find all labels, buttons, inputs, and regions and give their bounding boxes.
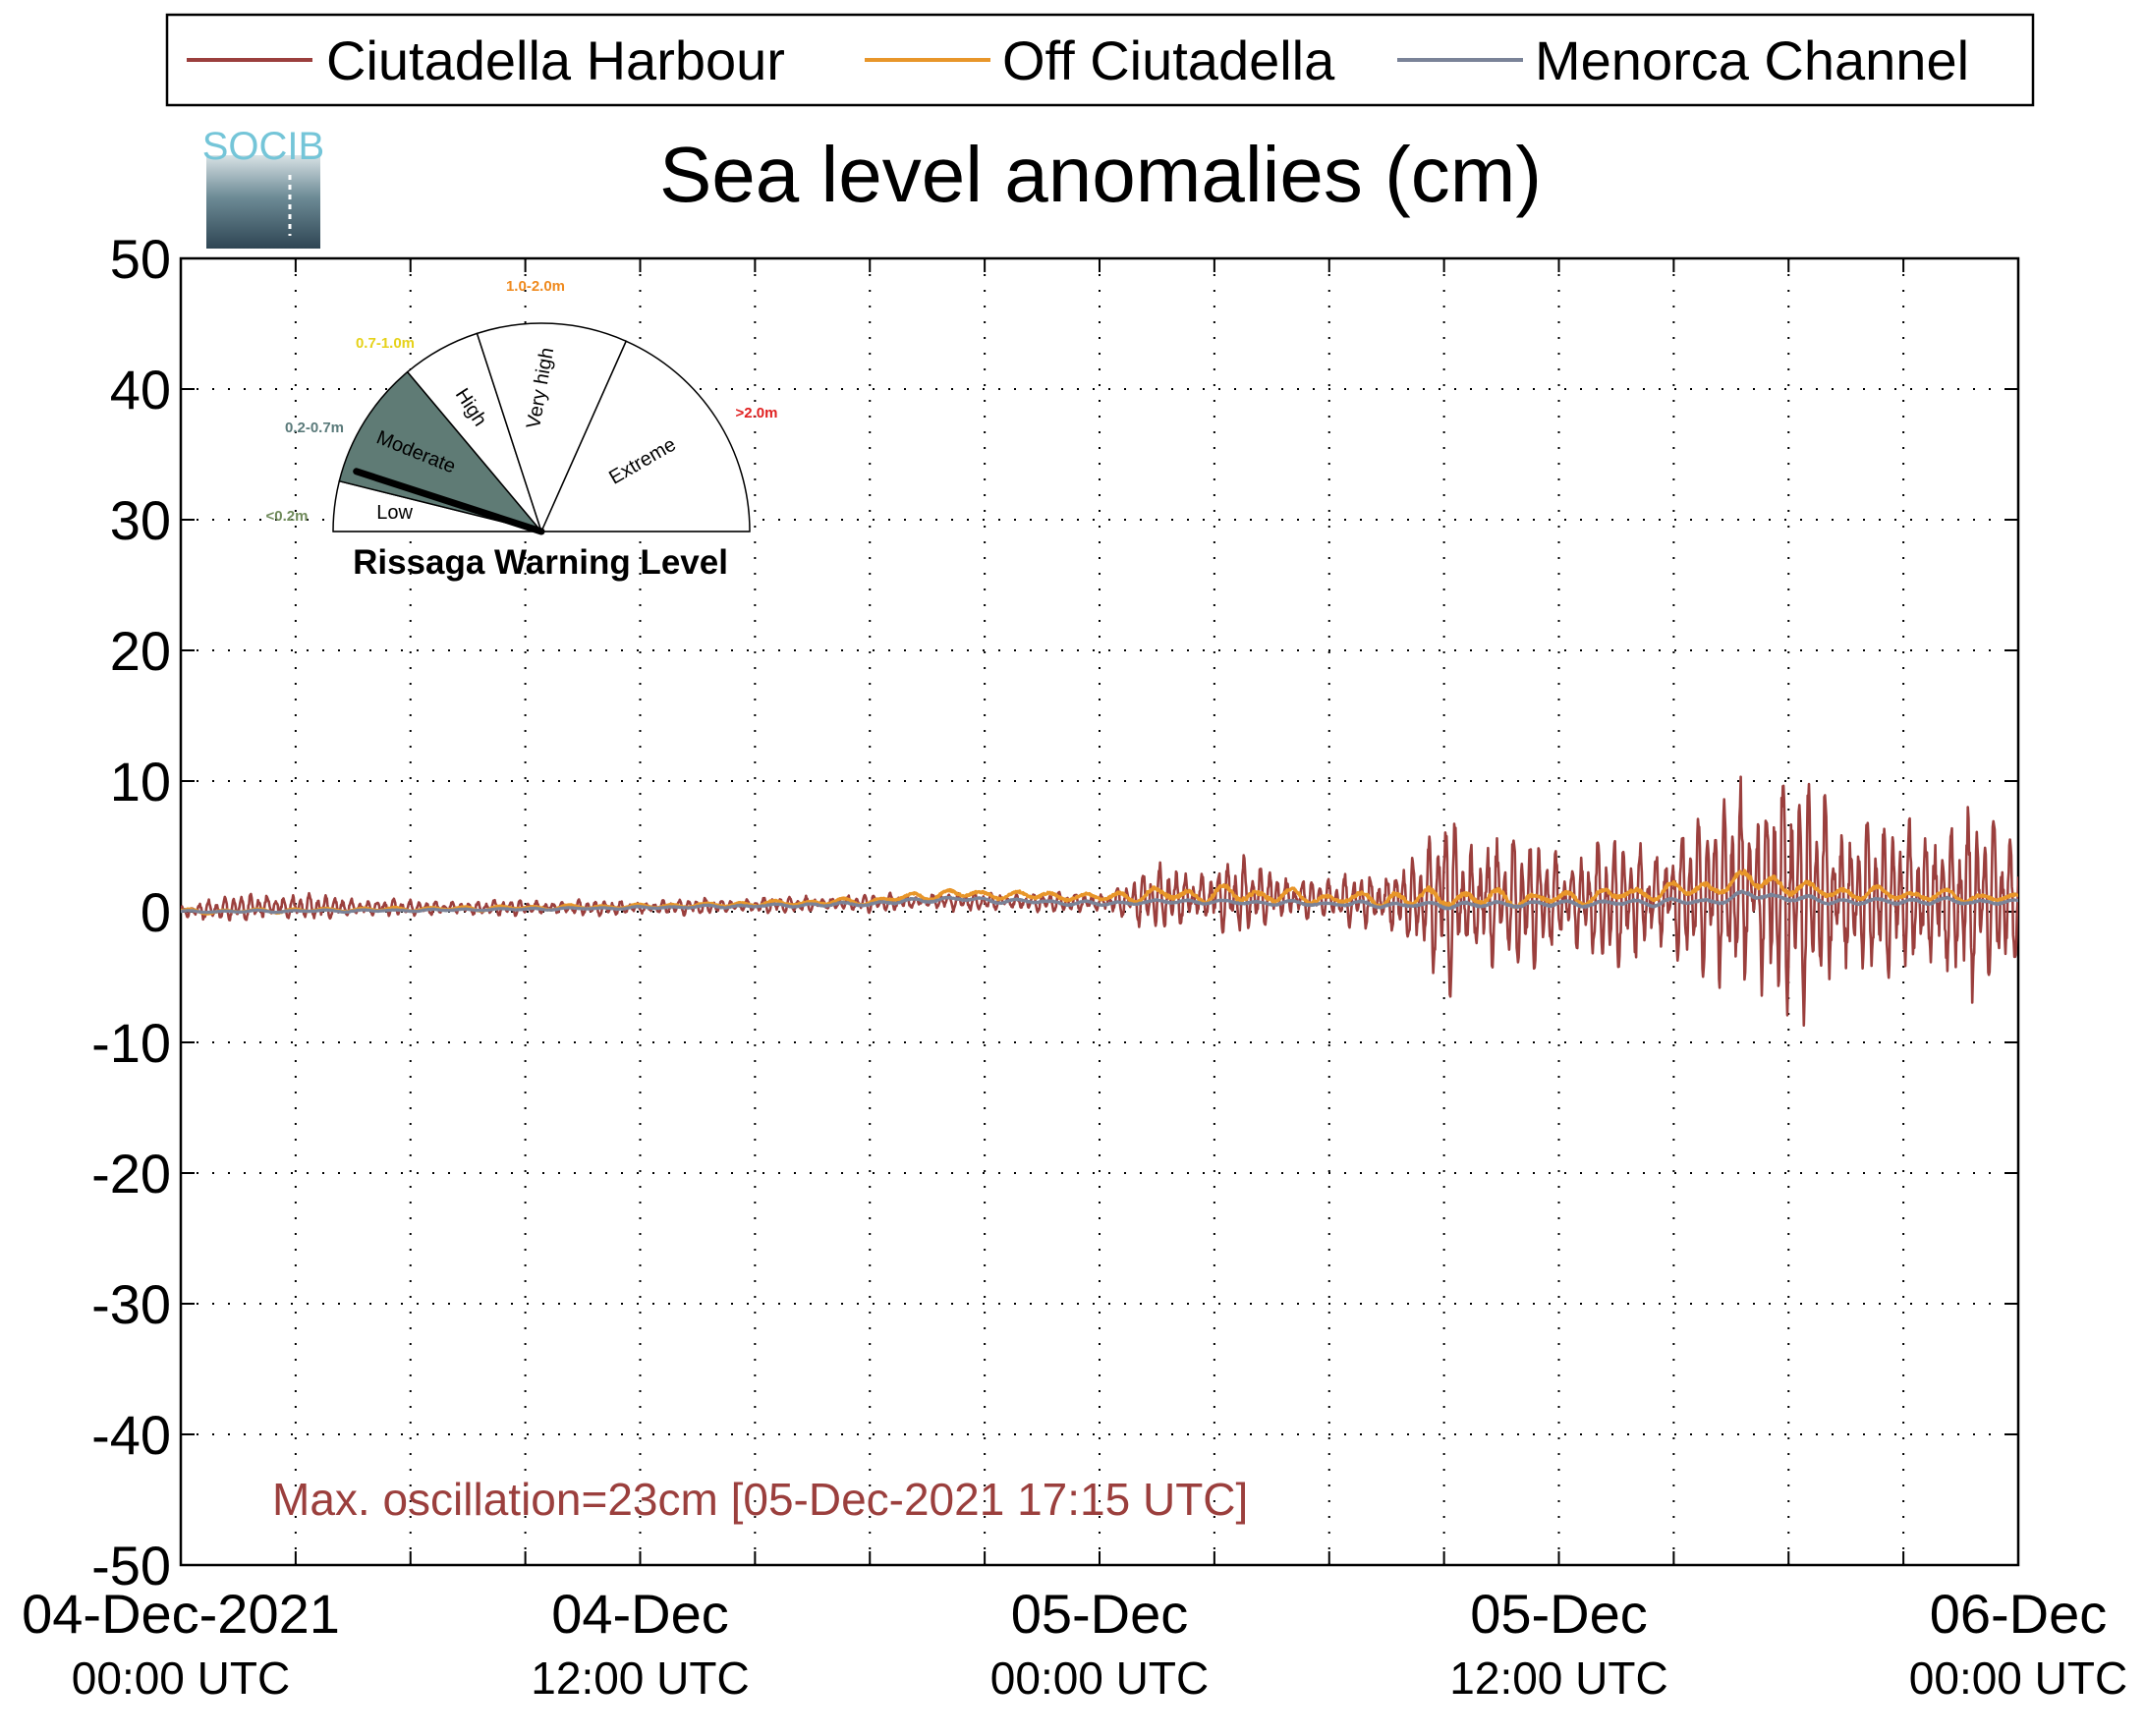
axis-ticks [181,257,2018,1566]
y-tick-label: -40 [91,1404,171,1466]
y-tick-label: 10 [110,751,171,812]
series-line-menorca-channel [181,889,2018,915]
gauge-title: Rissaga Warning Level [353,543,728,582]
legend: Ciutadella Harbour Off Ciutadella Menorc… [165,13,2035,107]
y-tick-label: 20 [110,620,171,682]
x-tick-label-time: 00:00 UTC [990,1652,1209,1704]
gauge-needle [353,468,545,535]
gauge-range-moderate: 0.2-0.7m [285,420,344,436]
legend-label-menorca-channel: Menorca Channel [1535,29,1969,91]
series-line-ciutadella-harbour [181,775,2018,1027]
series-lines [181,775,2018,1027]
x-tick-label-time: 00:00 UTC [1909,1652,2127,1704]
max-oscillation-annotation: Max. oscillation=23cm [05-Dec-2021 17:15… [272,1474,1248,1525]
gauge-range-extreme: >2.0m [736,405,778,421]
gauge-range-high: 0.7-1.0m [356,335,415,352]
logo-gradient-block [206,155,320,249]
x-axis-tick-labels: 04-Dec-2021 00:00 UTC 04-Dec 12:00 UTC 05-De… [22,1583,2127,1704]
x-tick-label-date: 06-Dec [1930,1583,2108,1645]
x-tick-label-date: 04-Dec-2021 [22,1583,340,1645]
chart-title: Sea level anomalies (cm) [659,131,1542,218]
gauge-sector-very-high [476,322,628,534]
y-axis-tick-labels: 50 40 30 20 10 0 -10 -20 -30 -40 -50 [91,228,171,1596]
gauge-range-very-high: 1.0-2.0m [506,278,565,295]
x-tick-label-time: 12:00 UTC [1449,1652,1667,1704]
x-tick-label-date: 05-Dec [1470,1583,1648,1645]
socib-logo: SOCIB [202,125,324,249]
y-tick-label: -30 [91,1273,171,1335]
gauge-sector-extreme [539,340,751,532]
x-tick-label-time: 12:00 UTC [531,1652,749,1704]
legend-box [165,13,2035,107]
y-tick-label: -20 [91,1143,171,1204]
y-tick-label: -10 [91,1012,171,1074]
x-tick-label-date: 04-Dec [551,1583,729,1645]
gauge-sector-moderate [338,370,544,533]
gauge-label-low: Low [376,502,413,524]
y-tick-label: -50 [91,1535,171,1596]
x-tick-label-time: 00:00 UTC [72,1652,290,1704]
gauge-range-low: <0.2m [266,508,309,525]
y-tick-label: 0 [141,881,171,943]
legend-label-off-ciutadella: Off Ciutadella [1002,29,1335,91]
y-tick-label: 50 [110,228,171,290]
y-tick-label: 30 [110,489,171,551]
logo-text: SOCIB [202,125,324,168]
x-tick-label-date: 05-Dec [1011,1583,1189,1645]
y-tick-label: 40 [110,359,171,420]
legend-label-ciutadella-harbour: Ciutadella Harbour [326,29,785,91]
